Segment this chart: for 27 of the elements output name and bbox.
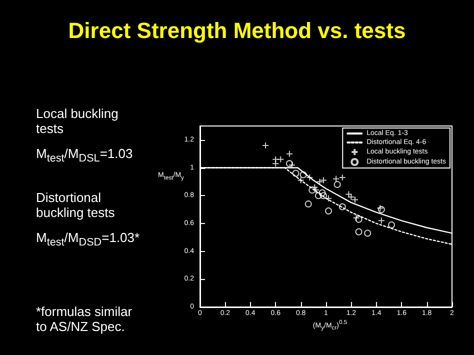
point: [355, 216, 362, 223]
text: M$_{test}$/M$_{DSD}$=1.03*: [36, 230, 141, 251]
point: [334, 180, 341, 188]
text: M$_{test}$/M$_{DSL}$=1.03: [36, 146, 134, 167]
point: [286, 160, 293, 168]
point: [292, 170, 300, 177]
point: [332, 175, 340, 182]
point: [308, 186, 316, 194]
point: [352, 214, 360, 222]
point: [318, 189, 326, 196]
point: [388, 221, 396, 228]
point: [325, 207, 332, 214]
point: [272, 156, 280, 163]
text: *formulas similar to AS/NZ Spec.: [36, 304, 134, 334]
point: [304, 200, 312, 208]
text: Distortional buckling tests: [36, 190, 116, 220]
point: [277, 156, 284, 163]
point: [364, 230, 372, 237]
point: [286, 150, 293, 158]
chart-title: Direct Strength Method vs. tests: [67, 18, 407, 44]
text: Local buckling tests: [36, 106, 120, 136]
point: [338, 203, 346, 210]
point: [345, 190, 352, 198]
point: [355, 228, 362, 236]
point: [314, 192, 322, 200]
point: [378, 217, 385, 224]
point: [272, 160, 280, 168]
